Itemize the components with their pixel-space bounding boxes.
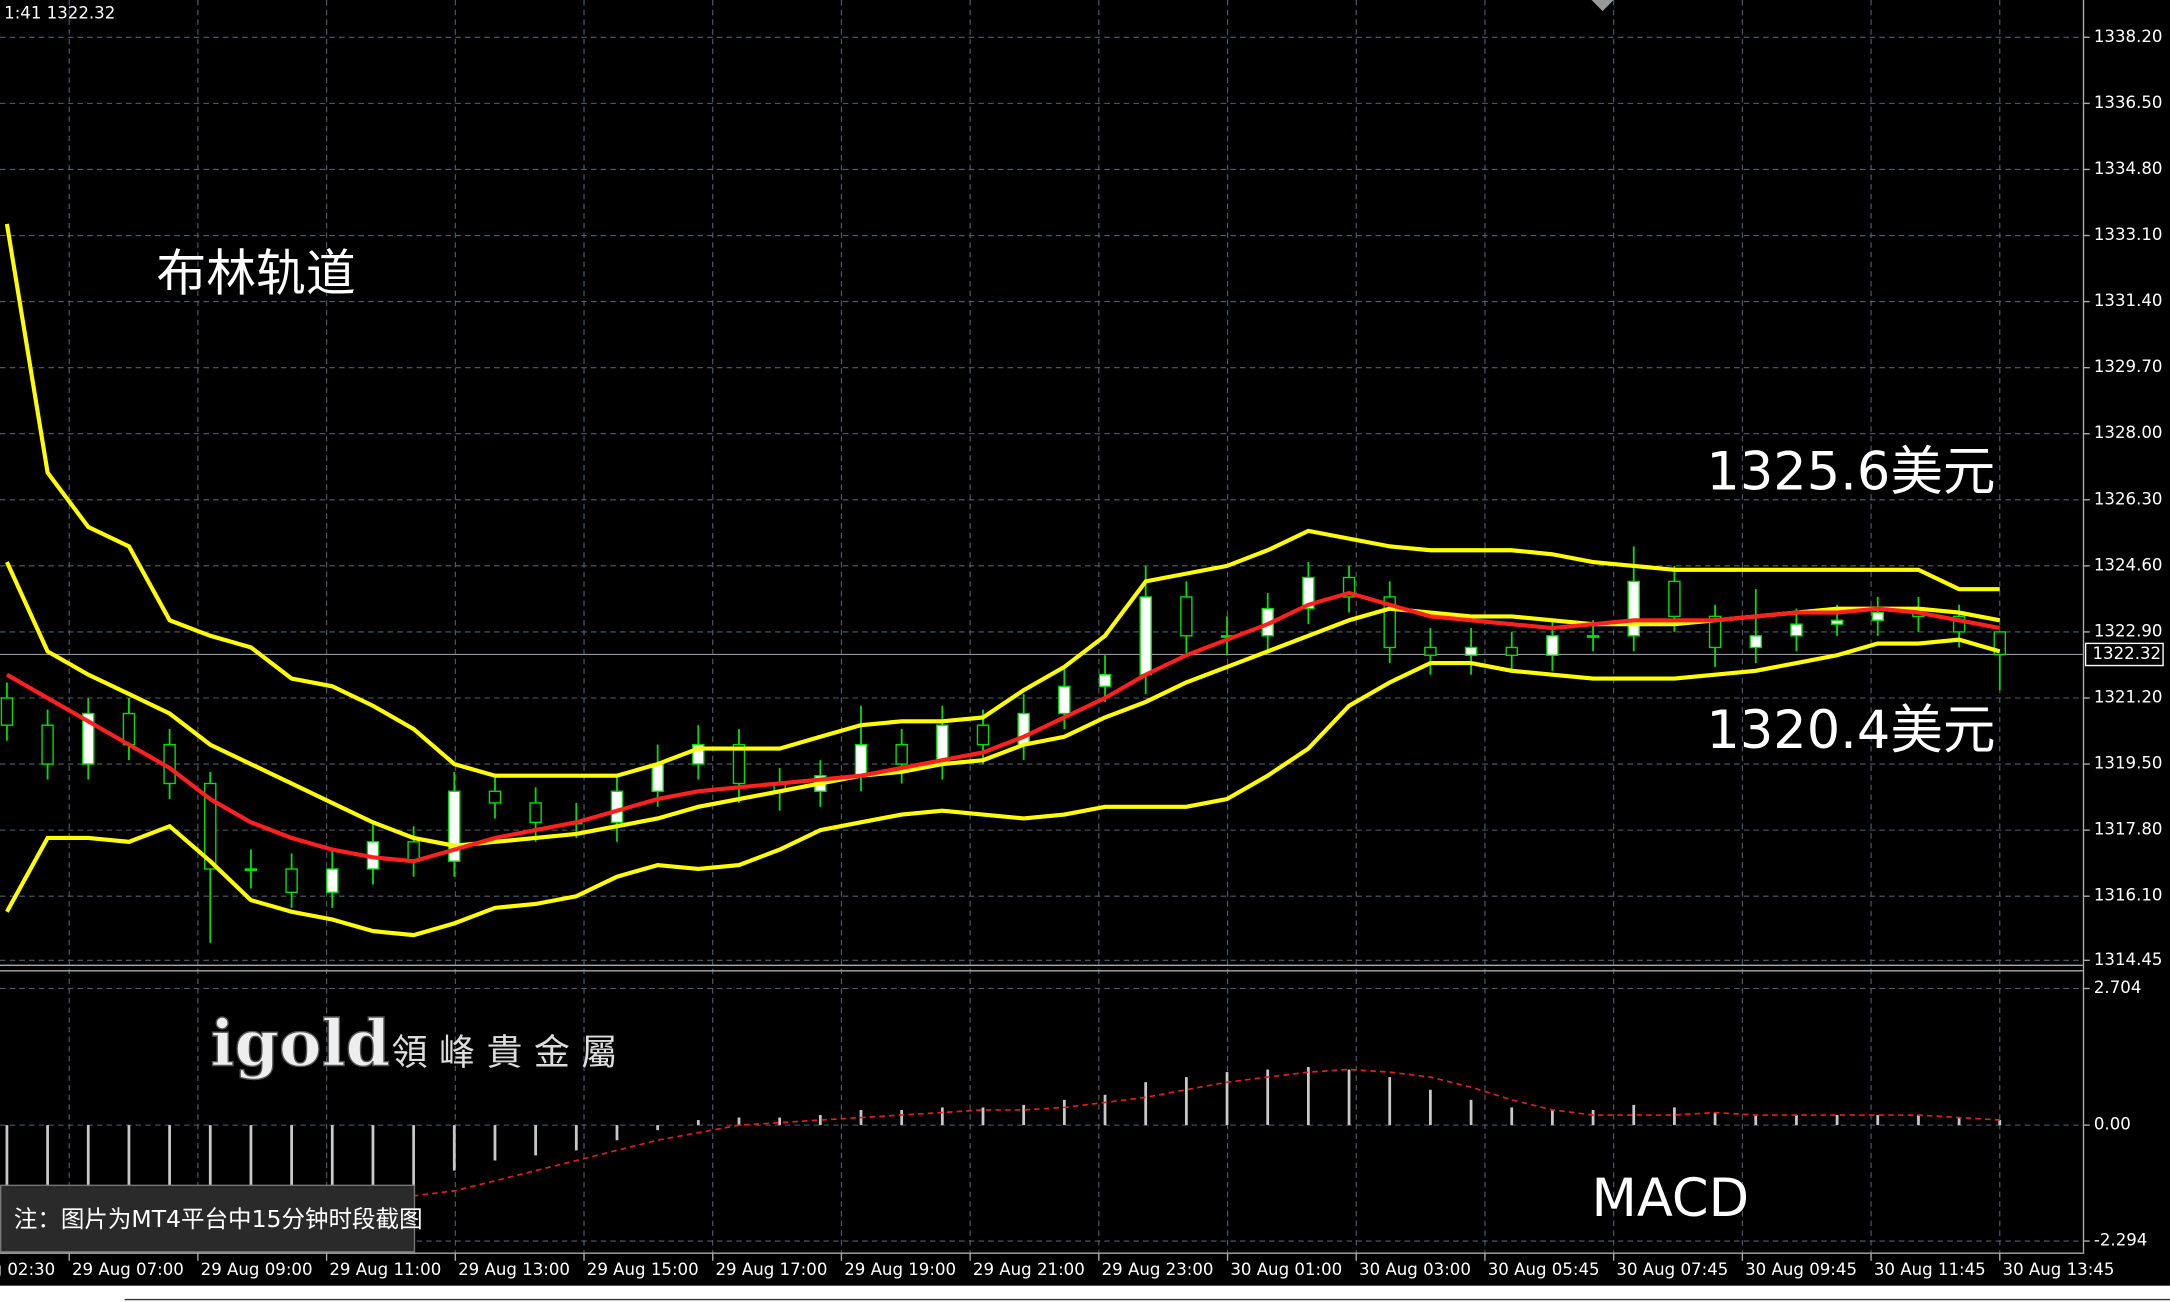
candle-body bbox=[204, 782, 217, 870]
band-line bbox=[5, 590, 2001, 864]
logo-name: 領 峰 貴 金 屬 bbox=[392, 1033, 618, 1074]
candle-body bbox=[448, 790, 461, 862]
x-tick-label: 29 Aug 09:00 bbox=[201, 1260, 313, 1279]
y-tick-label: 1317.80 bbox=[2094, 820, 2163, 839]
candle-body bbox=[1952, 615, 1966, 633]
x-tick-label: 29 Aug 02:30 bbox=[0, 1260, 55, 1279]
x-tick-label: 30 Aug 03:00 bbox=[1359, 1260, 1471, 1279]
x-tick-label: 29 Aug 11:00 bbox=[329, 1260, 441, 1279]
candle-body bbox=[529, 802, 542, 824]
band-line bbox=[4, 223, 2000, 778]
candle-body bbox=[122, 712, 136, 746]
candle-body bbox=[976, 724, 990, 746]
candle-body bbox=[1058, 685, 1071, 715]
y-tick-label: 1333.10 bbox=[2094, 225, 2163, 244]
note-box bbox=[0, 1184, 416, 1253]
y-tick-label: 1321.20 bbox=[2094, 687, 2163, 706]
candle-body bbox=[1505, 646, 1518, 656]
header-info: 1:41 1322.32 bbox=[4, 3, 115, 22]
y-tick-label: 1319.50 bbox=[2094, 754, 2163, 773]
candle-body bbox=[82, 712, 95, 765]
x-tick-label: 29 Aug 15:00 bbox=[587, 1260, 699, 1279]
x-tick-label: 30 Aug 07:45 bbox=[1616, 1260, 1728, 1279]
candle-body bbox=[1993, 631, 2007, 656]
candle-body bbox=[1627, 580, 1640, 637]
candle-body bbox=[1098, 673, 1112, 688]
candle-body bbox=[1180, 596, 1193, 637]
candle-body bbox=[895, 743, 908, 765]
y-tick-label: 2.704 bbox=[2094, 978, 2142, 997]
y-tick-label: 1328.00 bbox=[2094, 423, 2163, 442]
annotation: 1320.4美元 bbox=[1706, 700, 1995, 761]
candle-body bbox=[1708, 615, 1722, 649]
x-tick-label: 30 Aug 09:45 bbox=[1745, 1260, 1857, 1279]
candle-body bbox=[285, 868, 298, 894]
x-tick-label: 29 Aug 07:00 bbox=[72, 1260, 184, 1279]
y-tick-label: 1324.60 bbox=[2094, 555, 2163, 574]
candle-body bbox=[1342, 576, 1356, 598]
plot bbox=[0, 223, 2007, 1206]
candle-body bbox=[1668, 580, 1681, 618]
logo-brand: igold bbox=[210, 1007, 390, 1082]
candle-body bbox=[488, 790, 502, 804]
candle-body bbox=[1586, 635, 1600, 638]
annotation: 1325.6美元 bbox=[1706, 441, 1995, 502]
y-tick-label: 1326.30 bbox=[2094, 489, 2163, 508]
candle-body bbox=[1830, 619, 1844, 625]
x-tick-label: 30 Aug 05:45 bbox=[1488, 1260, 1600, 1279]
y-tick-label: 1334.80 bbox=[2094, 159, 2163, 178]
candle-body bbox=[854, 743, 868, 777]
candle-body bbox=[1871, 611, 1884, 621]
x-tick-label: 29 Aug 19:00 bbox=[844, 1260, 956, 1279]
candle-body bbox=[41, 724, 54, 765]
candle-body bbox=[0, 697, 14, 726]
candle-body bbox=[1424, 646, 1437, 656]
candle-body bbox=[651, 763, 664, 792]
bottom-strip bbox=[0, 1285, 2170, 1302]
candle-body bbox=[1464, 646, 1478, 656]
x-tick-label: 30 Aug 11:45 bbox=[1874, 1260, 1986, 1279]
candle-body bbox=[326, 868, 339, 894]
y-tick-label: 1329.70 bbox=[2094, 357, 2163, 376]
current-price-label: 1322.32 bbox=[2093, 644, 2162, 663]
y-tick-label: 0.00 bbox=[2094, 1115, 2131, 1134]
x-tick-label: 30 Aug 13:45 bbox=[2003, 1260, 2115, 1279]
y-tick-label: 1338.20 bbox=[2094, 27, 2163, 46]
candle-body bbox=[1139, 596, 1152, 676]
scroll-marker bbox=[1591, 0, 1614, 12]
grid bbox=[0, 0, 2083, 1253]
candle-body bbox=[610, 790, 624, 824]
current-price-box bbox=[2084, 642, 2164, 667]
band-line bbox=[5, 561, 2001, 848]
y-tick-label: 1316.10 bbox=[2094, 886, 2163, 905]
candle-body bbox=[1546, 635, 1559, 656]
candle-body bbox=[244, 868, 258, 872]
y-tick-label: 1331.40 bbox=[2094, 291, 2163, 310]
candle-body bbox=[1383, 596, 1396, 649]
x-tick-label: 29 Aug 17:00 bbox=[715, 1260, 827, 1279]
candle-body bbox=[1302, 576, 1315, 610]
note: 注：图片为MT4平台中15分钟时段截图 bbox=[14, 1205, 423, 1233]
macd-title: MACD bbox=[1592, 1168, 1750, 1229]
x-tick-label: 29 Aug 23:00 bbox=[1102, 1260, 1214, 1279]
y-tick-label: 1336.50 bbox=[2094, 93, 2163, 112]
y-tick-label: -2.294 bbox=[2094, 1231, 2148, 1250]
chart-title: 布林轨道 bbox=[156, 244, 355, 302]
candle-body bbox=[732, 743, 746, 785]
candle-body bbox=[1749, 635, 1762, 649]
y-tick-label: 1322.90 bbox=[2094, 621, 2163, 640]
band-line bbox=[5, 637, 2001, 938]
x-tick-label: 29 Aug 13:00 bbox=[458, 1260, 570, 1279]
candle-body bbox=[692, 743, 705, 765]
x-tick-label: 29 Aug 21:00 bbox=[973, 1260, 1085, 1279]
candle-body bbox=[1790, 623, 1803, 637]
y-tick-label: 1314.45 bbox=[2094, 950, 2163, 969]
x-tick-label: 30 Aug 01:00 bbox=[1230, 1260, 1342, 1279]
